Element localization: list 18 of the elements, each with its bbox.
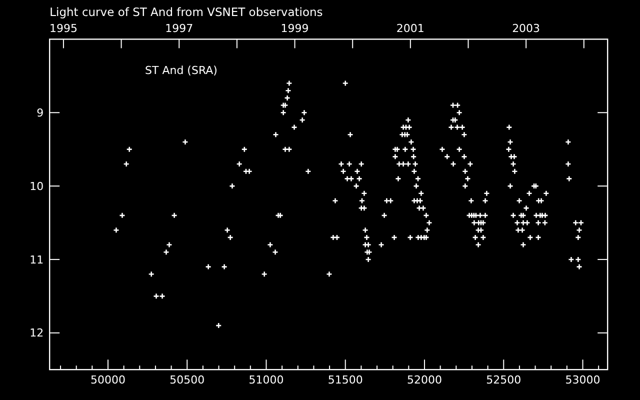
x-tick-label: 52500 (486, 374, 522, 387)
x2-tick-label: 1999 (280, 22, 309, 36)
chart-title: Light curve of ST And from VSNET observations (50, 5, 323, 19)
x2-tick-label: 1995 (49, 22, 78, 36)
x-tick-label: 53000 (565, 374, 600, 387)
x-tick-label: 50500 (170, 374, 205, 387)
y-tick-label: 11 (30, 253, 44, 266)
x-tick-label: 50000 (90, 374, 126, 387)
x2-tick-label: 2001 (396, 22, 424, 36)
y-tick-label: 10 (30, 180, 44, 193)
x2-tick-label: 2003 (512, 22, 540, 36)
x-tick-label: 52000 (407, 374, 442, 387)
annotation: ST And (SRA) (145, 64, 218, 77)
x-tick-label: 51000 (248, 374, 284, 387)
y-tick-label: 12 (30, 326, 44, 340)
x2-tick-label: 1997 (165, 22, 194, 36)
y-tick-label: 9 (36, 106, 44, 120)
x-tick-label: 51500 (328, 374, 363, 387)
